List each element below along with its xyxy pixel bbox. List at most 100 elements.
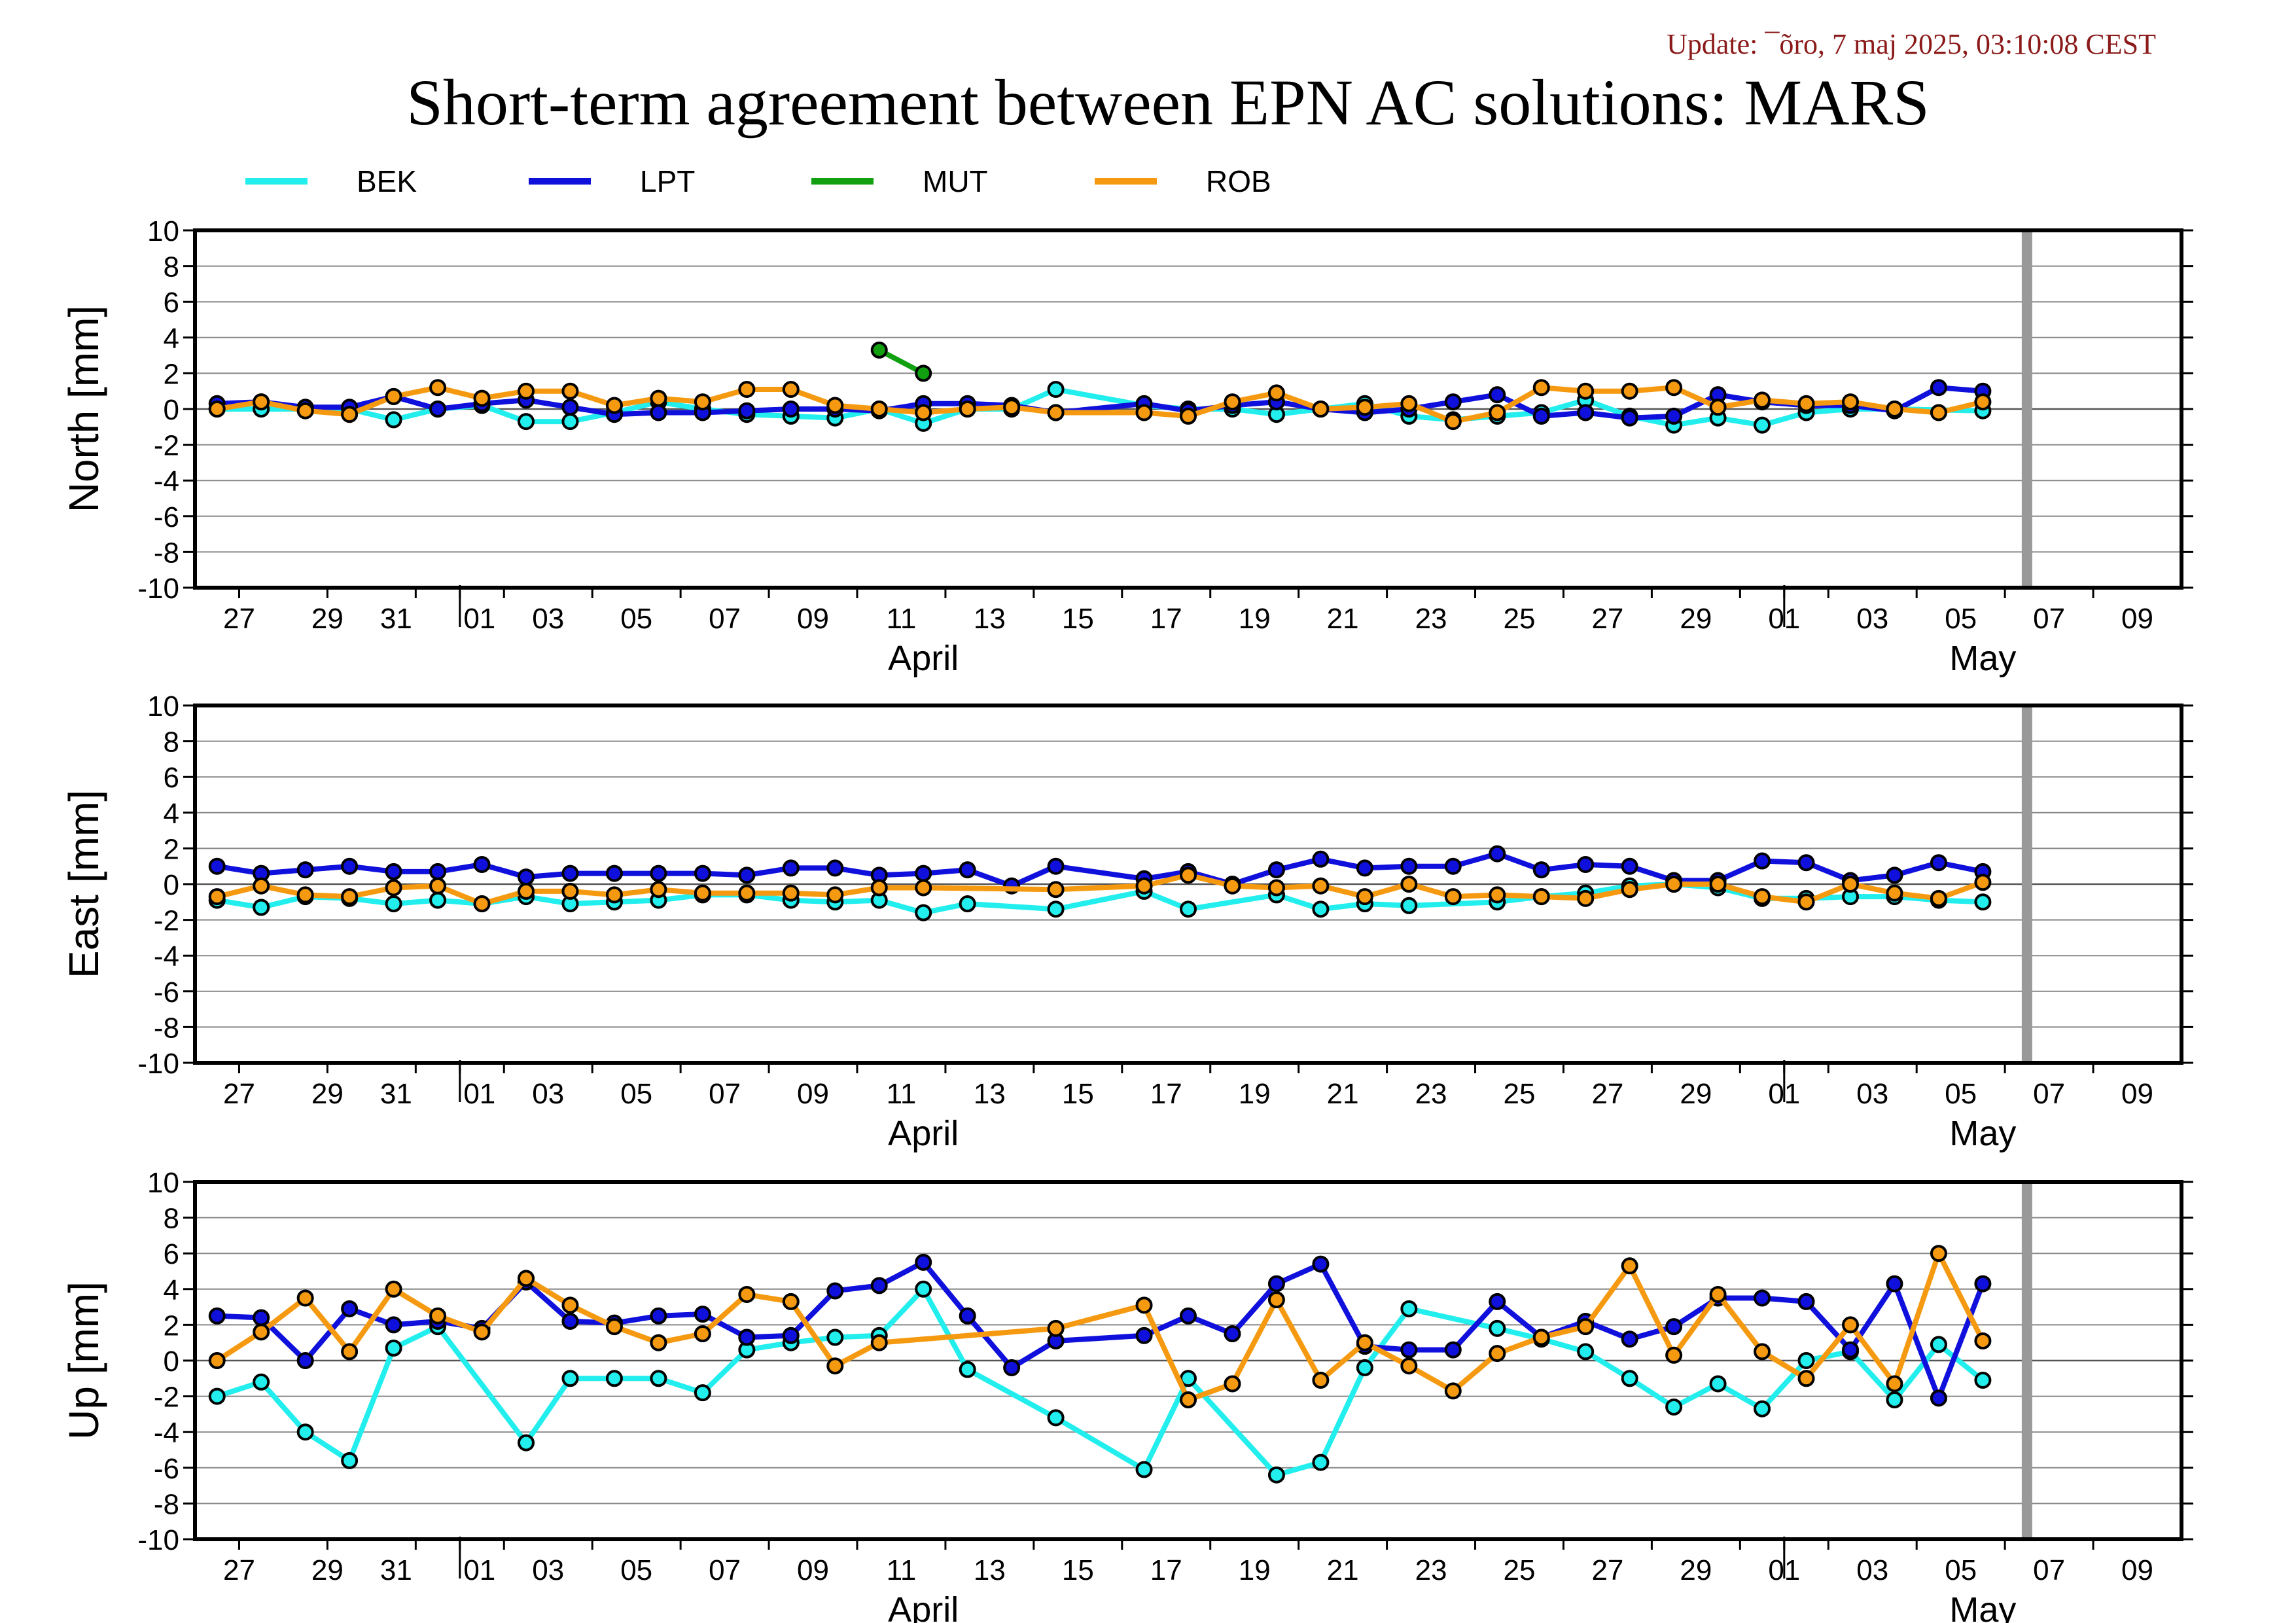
today-marker — [2021, 705, 2032, 1063]
data-point — [1974, 393, 1992, 411]
data-point — [605, 865, 623, 882]
data-point — [1621, 1370, 1638, 1387]
data-point — [1267, 1466, 1285, 1484]
data-point — [1312, 1255, 1330, 1273]
data-point — [1754, 1400, 1771, 1418]
x-tick-label: 29 — [311, 603, 344, 635]
x-tick-label: 19 — [1239, 1078, 1271, 1110]
x-tick-label: 21 — [1327, 603, 1359, 635]
data-point — [561, 1370, 579, 1387]
data-point — [650, 404, 667, 421]
panel-north: 10 8 6 42 0 -2-4 -6 -8 -10 27 29 31 01 03 05 07 09 11 13 15… — [60, 215, 2193, 678]
x-tick-label: 03 — [532, 1554, 564, 1586]
data-point — [296, 1423, 314, 1441]
data-point — [738, 884, 756, 902]
data-point — [518, 1270, 535, 1287]
data-point — [605, 397, 623, 414]
plot-frame — [193, 704, 2183, 1065]
data-point — [1532, 1329, 1550, 1346]
x-tick-label: 09 — [2121, 1078, 2153, 1110]
data-point — [1797, 1293, 1815, 1310]
y-axis-label: Up [mm] — [60, 1281, 107, 1440]
y-tick-label: -6 — [154, 1453, 179, 1485]
y-tick-label: 6 — [164, 1238, 179, 1270]
data-point — [385, 387, 402, 405]
x-tick-label: 09 — [797, 1554, 829, 1586]
x-tick-label: 07 — [2033, 603, 2065, 635]
x-tick-label: 31 — [380, 603, 412, 635]
x-tick-label: 05 — [1945, 603, 1977, 635]
data-point — [1621, 881, 1638, 899]
y-tick-label: -4 — [154, 465, 179, 497]
data-point — [1356, 1334, 1373, 1351]
data-point — [959, 401, 976, 418]
x-tick-label: 29 — [311, 1078, 344, 1110]
data-point — [915, 1253, 932, 1271]
data-point — [605, 1370, 623, 1387]
data-point — [253, 1309, 270, 1327]
data-point — [826, 1282, 844, 1300]
y-tick-label: 8 — [164, 1203, 179, 1235]
data-point — [1886, 1391, 1903, 1409]
data-point — [208, 888, 226, 906]
x-tick-label: 07 — [2033, 1078, 2065, 1110]
data-point — [1532, 861, 1550, 879]
x-tick-label: 17 — [1150, 1554, 1182, 1586]
data-point — [1797, 1370, 1815, 1387]
data-point — [826, 859, 844, 877]
data-point — [1180, 407, 1197, 425]
y-tick-label: 10 — [147, 215, 179, 247]
data-point — [1444, 1341, 1462, 1359]
data-point — [1267, 384, 1285, 402]
data-point — [959, 1307, 976, 1325]
x-tick-label: 05 — [1945, 1554, 1977, 1586]
data-point — [1356, 888, 1373, 906]
data-point — [1754, 1289, 1771, 1307]
data-point — [1400, 1357, 1418, 1375]
y-tick-label: -10 — [137, 1524, 179, 1556]
data-point — [1356, 1359, 1373, 1376]
legend-item-mut: MUT — [811, 164, 988, 198]
y-tick-label: 2 — [164, 1310, 179, 1342]
x-tick-label: 17 — [1150, 1078, 1182, 1110]
update-timestamp: Update: ¯õro, 7 maj 2025, 03:10:08 CEST — [1667, 28, 2156, 60]
data-point — [782, 859, 800, 877]
today-marker — [2021, 1182, 2032, 1539]
data-point — [1665, 1346, 1683, 1364]
legend-item-lpt: LPT — [529, 164, 695, 198]
x-tick-label: 07 — [709, 603, 741, 635]
data-point — [1930, 889, 1947, 907]
series-line — [217, 851, 1984, 889]
data-point — [1754, 1343, 1771, 1361]
data-point — [1621, 857, 1638, 875]
legend-label: MUT — [923, 164, 988, 198]
data-point — [870, 1277, 888, 1294]
data-point — [253, 393, 270, 411]
data-point — [826, 1329, 844, 1346]
data-point — [385, 1339, 402, 1357]
x-tick-label: 23 — [1415, 1078, 1447, 1110]
data-point — [341, 857, 359, 875]
data-point — [561, 865, 579, 882]
data-point — [605, 1318, 623, 1336]
y-tick-label: -6 — [154, 501, 179, 533]
x-tick-label: 05 — [620, 1078, 652, 1110]
data-point — [385, 895, 402, 913]
x-tick-label: 03 — [532, 603, 564, 635]
x-tick-label: 27 — [223, 1554, 255, 1586]
data-point — [473, 389, 491, 407]
x-tick-label: 29 — [1680, 1078, 1712, 1110]
series-rob — [208, 866, 1992, 913]
x-tick-label: 11 — [887, 1078, 917, 1110]
y-tick-label: -4 — [154, 1417, 179, 1449]
data-point — [1974, 1372, 1992, 1389]
data-point — [1754, 391, 1771, 409]
data-point — [1665, 1318, 1683, 1336]
data-point — [1577, 382, 1595, 400]
data-point — [1577, 855, 1595, 873]
data-point — [1930, 1336, 1947, 1353]
data-point — [1842, 876, 1859, 893]
month-label: May — [1949, 1590, 2016, 1623]
data-point — [1180, 1307, 1197, 1325]
data-point — [1886, 866, 1903, 884]
